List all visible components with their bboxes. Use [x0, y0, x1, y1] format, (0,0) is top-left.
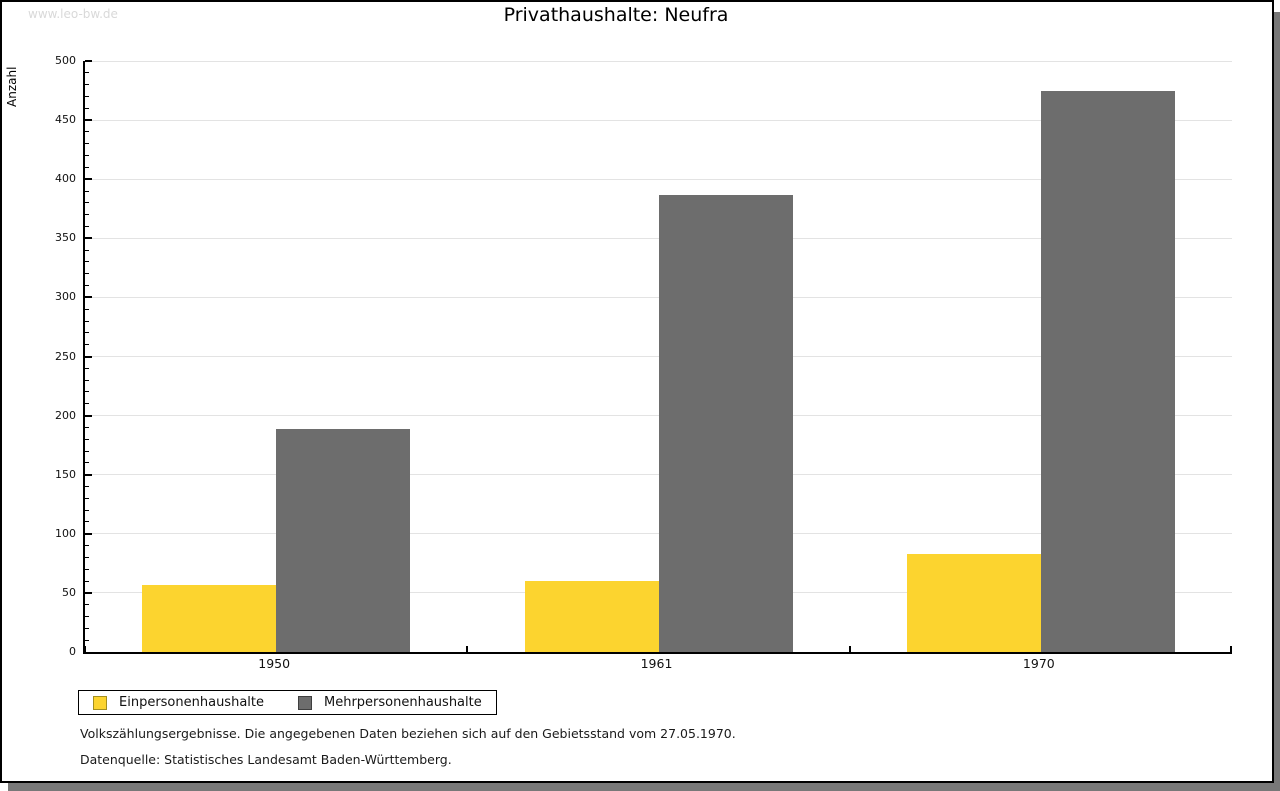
y-minor-tick-130	[85, 497, 89, 499]
y-minor-tick-320	[85, 273, 89, 275]
y-minor-tick-120	[85, 509, 89, 511]
y-minor-tick-460	[85, 107, 89, 109]
y-minor-tick-10	[85, 639, 89, 641]
legend-item-mehrpersonenhaushalte: Mehrpersonenhaushalte	[298, 695, 482, 710]
legend-swatch-yellow	[93, 695, 107, 710]
gridline-400	[85, 178, 1232, 180]
y-minor-tick-210	[85, 403, 89, 405]
y-minor-tick-440	[85, 131, 89, 133]
y-minor-tick-280	[85, 320, 89, 322]
y-minor-tick-410	[85, 166, 89, 168]
y-tick-label-450: 450	[55, 113, 76, 127]
legend-label: Einpersonenhaushalte	[119, 695, 264, 710]
x-boundary-tick-3	[1230, 646, 1232, 652]
footnote-census: Volkszählungsergebnisse. Die angegebenen…	[80, 726, 736, 741]
y-minor-tick-110	[85, 521, 89, 523]
y-minor-tick-190	[85, 426, 89, 428]
y-tick-label-400: 400	[55, 172, 76, 186]
y-minor-tick-490	[85, 72, 89, 74]
legend-item-einpersonenhaushalte: Einpersonenhaushalte	[93, 695, 264, 710]
gridline-500	[85, 60, 1232, 62]
y-minor-tick-160	[85, 462, 89, 464]
bar-einpersonenhaushalte-1961	[524, 581, 659, 652]
y-minor-tick-260	[85, 344, 89, 346]
y-minor-tick-340	[85, 249, 89, 251]
y-major-tick-200	[85, 414, 92, 417]
y-tick-label-300: 300	[55, 290, 76, 304]
plot-area	[83, 60, 1232, 654]
y-minor-tick-430	[85, 143, 89, 145]
bar-einpersonenhaushalte-1970	[906, 553, 1041, 652]
y-minor-tick-290	[85, 308, 89, 310]
y-minor-tick-420	[85, 155, 89, 157]
watermark-leo-bw: www.leo-bw.de	[28, 7, 118, 21]
y-tick-label-250: 250	[55, 349, 76, 363]
y-minor-tick-40	[85, 604, 89, 606]
x-tick-label-1970: 1970	[1022, 656, 1055, 671]
y-major-tick-450	[85, 119, 92, 122]
y-minor-tick-390	[85, 190, 89, 192]
y-minor-tick-70	[85, 568, 89, 570]
y-minor-tick-360	[85, 225, 89, 227]
y-major-tick-100	[85, 532, 92, 535]
legend: Einpersonenhaushalte Mehrpersonenhaushal…	[78, 690, 497, 715]
y-major-tick-400	[85, 178, 92, 181]
y-major-tick-250	[85, 355, 92, 358]
y-minor-tick-170	[85, 450, 89, 452]
y-minor-tick-90	[85, 545, 89, 547]
y-tick-label-0: 0	[69, 645, 76, 658]
chart-title: Privathaushalte: Neufra	[503, 4, 729, 26]
y-minor-tick-380	[85, 202, 89, 204]
y-axis-title: Anzahl	[5, 66, 19, 108]
y-tick-label-350: 350	[55, 231, 76, 245]
bar-mehrpersonenhaushalte-1961	[658, 194, 793, 652]
y-minor-tick-20	[85, 627, 89, 629]
y-minor-tick-310	[85, 285, 89, 287]
y-major-tick-150	[85, 473, 92, 476]
x-tick-label-1950: 1950	[258, 656, 291, 671]
bar-mehrpersonenhaushalte-1970	[1040, 90, 1175, 652]
y-minor-tick-230	[85, 379, 89, 381]
y-major-tick-350	[85, 237, 92, 240]
y-minor-tick-140	[85, 486, 89, 488]
y-tick-label-150: 150	[55, 467, 76, 481]
bar-einpersonenhaushalte-1950	[142, 584, 277, 652]
x-tick-label-1961: 1961	[640, 656, 673, 671]
y-tick-label-50: 50	[62, 585, 76, 599]
y-tick-label-100: 100	[55, 526, 76, 540]
y-minor-tick-80	[85, 556, 89, 558]
y-minor-tick-30	[85, 616, 89, 618]
y-minor-tick-270	[85, 332, 89, 334]
y-minor-tick-330	[85, 261, 89, 263]
y-tick-label-500: 500	[55, 54, 76, 67]
y-minor-tick-370	[85, 214, 89, 216]
y-major-tick-500	[85, 60, 92, 62]
legend-label: Mehrpersonenhaushalte	[324, 695, 482, 710]
y-minor-tick-480	[85, 84, 89, 86]
footnote-source: Datenquelle: Statistisches Landesamt Bad…	[80, 752, 452, 767]
legend-swatch-gray	[298, 695, 312, 710]
x-boundary-tick-1	[466, 646, 469, 652]
drop-shadow-bottom	[8, 783, 1280, 791]
bar-mehrpersonenhaushalte-1950	[276, 428, 411, 652]
y-minor-tick-180	[85, 438, 89, 440]
y-minor-tick-220	[85, 391, 89, 393]
y-minor-tick-240	[85, 367, 89, 369]
y-minor-tick-470	[85, 95, 89, 97]
gridline-450	[85, 119, 1232, 121]
y-tick-label-200: 200	[55, 408, 76, 422]
drop-shadow-right	[1274, 12, 1280, 791]
x-boundary-tick-0	[84, 646, 86, 652]
y-major-tick-50	[85, 591, 92, 594]
y-major-tick-300	[85, 296, 92, 299]
x-boundary-tick-2	[848, 646, 851, 652]
y-minor-tick-60	[85, 580, 89, 582]
